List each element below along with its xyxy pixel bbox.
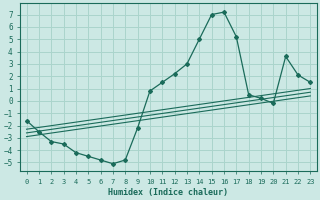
X-axis label: Humidex (Indice chaleur): Humidex (Indice chaleur): [108, 188, 228, 197]
